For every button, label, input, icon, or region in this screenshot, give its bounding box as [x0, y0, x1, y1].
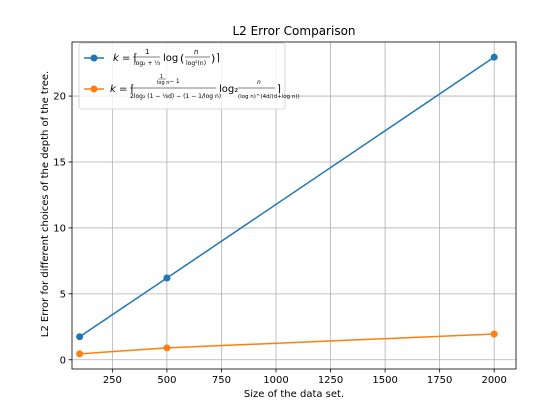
svg-text:log²(n): log²(n): [186, 60, 206, 67]
series-2-point: [76, 350, 84, 358]
svg-text:(log n)^(4d/(d+log n)): (log n)^(4d/(d+log n)): [238, 94, 300, 100]
svg-text:n: n: [194, 48, 198, 56]
series-2: [76, 330, 498, 358]
x-tick-label: 1500: [372, 375, 397, 386]
series-1-point: [490, 53, 498, 61]
chart-title: L2 Error Comparison: [232, 24, 355, 38]
svg-text:⌉: ⌉: [277, 84, 281, 95]
legend-entry-2: k = ⌈ 1 log n − 1 2log₂ (1 − ⅛d) − (1 − …: [84, 74, 300, 100]
plot-frame: [71, 41, 517, 370]
series-1: [76, 53, 498, 341]
x-tick-label: 1250: [318, 375, 343, 386]
svg-text:log n: log n: [157, 80, 169, 86]
x-axis-label: Size of the data set.: [244, 389, 344, 400]
y-tick-label: 0: [60, 355, 66, 366]
x-tick-label: 2000: [481, 375, 506, 386]
legend-marker-1: [90, 54, 98, 62]
series-1-point: [76, 333, 84, 341]
svg-text:n: n: [257, 79, 261, 86]
y-axis-label: L2 Error for different choices of the de…: [40, 71, 51, 337]
x-tick-label: 1750: [427, 375, 452, 386]
y-tick-label: 15: [53, 157, 66, 168]
series-2-point: [490, 330, 498, 338]
x-tick-label: 1000: [263, 375, 288, 386]
x-tick-label: 750: [212, 375, 231, 386]
svg-text:log₂: log₂: [219, 84, 238, 95]
series-1-point: [163, 274, 171, 282]
x-tick-label: 250: [103, 375, 122, 386]
y-tick-label: 10: [53, 223, 66, 234]
svg-text:1: 1: [160, 74, 163, 80]
legend: k = ⌈ 1 log₂ + ⅓ log ( n log²(n) ) ⌉ k =…: [78, 42, 300, 110]
svg-text:1: 1: [145, 48, 149, 56]
legend-entry-1: k = ⌈ 1 log₂ + ⅓ log ( n log²(n) ) ⌉: [84, 48, 220, 67]
svg-text:(: (: [180, 52, 184, 65]
svg-text:k: k: [113, 53, 120, 64]
svg-text:= ⌈: = ⌈: [119, 84, 135, 95]
legend-label-1: k = ⌈ 1 log₂ + ⅓ log ( n log²(n) ) ⌉: [113, 48, 220, 67]
y-tick-label: 20: [53, 92, 66, 103]
svg-text:log₂ + ⅓: log₂ + ⅓: [134, 60, 160, 67]
x-tick-label: 500: [157, 375, 176, 386]
legend-label-2: k = ⌈ 1 log n − 1 2log₂ (1 − ⅛d) − (1 − …: [110, 74, 300, 100]
legend-marker-2: [90, 85, 98, 93]
series-2-point: [163, 344, 171, 352]
svg-text:= ⌈: = ⌈: [122, 53, 138, 64]
svg-text:k: k: [110, 84, 117, 95]
svg-text:): ): [211, 52, 215, 65]
series-layer: [76, 53, 498, 358]
svg-text:⌉: ⌉: [216, 53, 220, 64]
legend-box: [78, 42, 286, 110]
svg-text:log: log: [163, 53, 178, 64]
svg-text:2log₂ (1 − ⅛d) − (1 − 1/log n): 2log₂ (1 − ⅛d) − (1 − 1/log n): [130, 93, 221, 100]
y-tick-label: 5: [60, 289, 66, 300]
axis-ticks: 250 500 750 1000 1250 1500 1750 2000 0 5 10 15 20: [53, 92, 507, 386]
svg-text:− 1: − 1: [169, 78, 180, 85]
